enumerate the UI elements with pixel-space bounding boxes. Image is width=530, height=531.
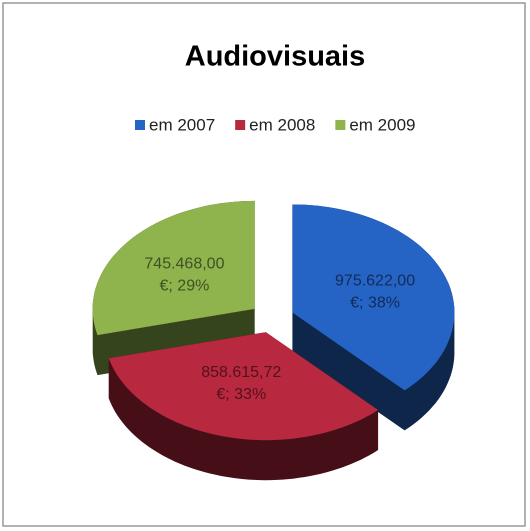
data-label-line: 745.468,00 — [144, 256, 224, 273]
legend-label: em 2009 — [349, 115, 415, 134]
legend-swatch — [235, 120, 246, 130]
legend-label: em 2008 — [249, 115, 315, 134]
data-label-line: 858.615,72 — [201, 364, 281, 381]
legend-label: em 2007 — [149, 115, 215, 134]
legend-swatch — [335, 120, 346, 130]
data-label-line: €; 33% — [216, 386, 266, 403]
data-label: 858.615,72 €; 33% — [201, 364, 281, 403]
legend-swatch — [135, 120, 145, 130]
data-label-line: 975.622,00 — [335, 273, 415, 290]
data-label: 745.468,00 €; 29% — [144, 256, 224, 295]
slice — [292, 204, 455, 391]
data-label: 975.622,00 €; 38% — [335, 273, 415, 312]
data-label-line: €; 29% — [160, 278, 210, 295]
slice — [92, 200, 255, 336]
chart-title: Audiovisuais — [185, 41, 366, 73]
slice — [108, 332, 379, 441]
data-label-line: €; 38% — [350, 295, 400, 312]
